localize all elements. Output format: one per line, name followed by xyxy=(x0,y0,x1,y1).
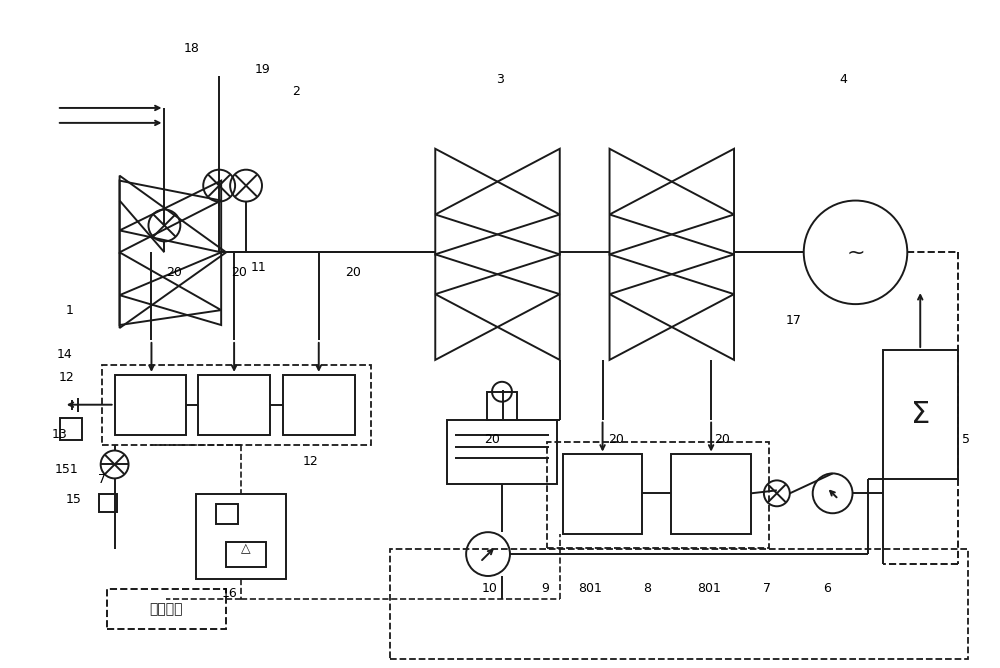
Text: 20: 20 xyxy=(345,266,361,279)
Bar xyxy=(671,454,751,534)
Bar xyxy=(115,375,186,435)
Text: 7: 7 xyxy=(98,473,106,486)
Text: 801: 801 xyxy=(578,582,602,595)
Bar xyxy=(216,504,238,524)
Text: 20: 20 xyxy=(166,266,182,279)
Text: 13: 13 xyxy=(52,428,68,441)
Text: 10: 10 xyxy=(482,582,498,595)
Text: 4: 4 xyxy=(840,73,848,86)
Text: 19: 19 xyxy=(255,63,271,75)
Text: 8: 8 xyxy=(643,582,651,595)
Text: 12: 12 xyxy=(303,455,319,468)
Text: 9: 9 xyxy=(541,582,549,595)
Bar xyxy=(883,350,958,480)
Text: 5: 5 xyxy=(962,433,970,446)
Text: 7: 7 xyxy=(763,582,771,595)
Text: 20: 20 xyxy=(609,433,624,446)
Text: 15: 15 xyxy=(66,493,82,506)
Text: 16: 16 xyxy=(221,587,237,601)
Bar xyxy=(283,375,355,435)
Text: 1: 1 xyxy=(66,303,74,317)
Bar xyxy=(547,442,769,548)
Bar xyxy=(60,418,82,440)
Text: 2: 2 xyxy=(292,85,300,98)
Text: 151: 151 xyxy=(55,463,79,476)
Text: Σ: Σ xyxy=(911,400,930,429)
Text: 3: 3 xyxy=(496,73,504,86)
Text: 20: 20 xyxy=(714,433,730,446)
Text: 6: 6 xyxy=(823,582,831,595)
Text: 20: 20 xyxy=(231,266,247,279)
Text: 目标功率: 目标功率 xyxy=(150,602,183,616)
Bar xyxy=(99,494,117,512)
Text: 18: 18 xyxy=(183,41,199,55)
Bar xyxy=(487,391,517,420)
Bar xyxy=(563,454,642,534)
Bar xyxy=(447,420,557,484)
Text: ~: ~ xyxy=(846,242,865,263)
Text: 14: 14 xyxy=(57,349,73,361)
Bar xyxy=(198,375,270,435)
Text: 17: 17 xyxy=(786,313,802,327)
Text: 20: 20 xyxy=(484,433,500,446)
Text: 801: 801 xyxy=(697,582,721,595)
Bar xyxy=(226,542,266,567)
Text: 11: 11 xyxy=(251,261,267,274)
Bar xyxy=(102,365,371,444)
Text: 12: 12 xyxy=(59,371,75,384)
Text: △: △ xyxy=(241,542,251,556)
Bar xyxy=(196,494,286,579)
Bar xyxy=(107,589,226,629)
Bar xyxy=(390,549,968,659)
